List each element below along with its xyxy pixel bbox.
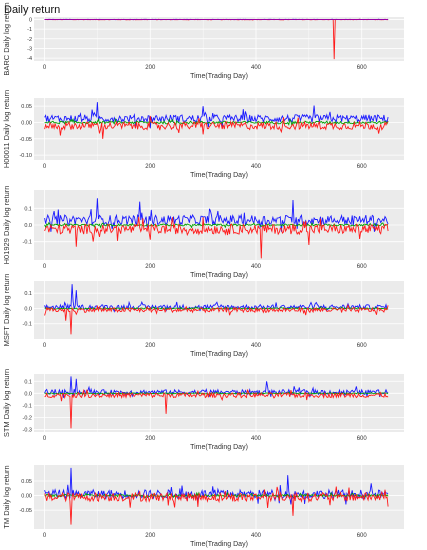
y-tick-label: 0.0 — [24, 391, 32, 397]
x-tick-label: 0 — [43, 164, 47, 170]
panel-background — [34, 465, 404, 529]
x-tick-label: 0 — [43, 436, 47, 442]
x-tick-label: 0 — [43, 343, 47, 349]
y-tick-label: 0.00 — [21, 494, 32, 500]
chart-panel-h00011: 0 200 400 600 0.05 0.00 -0.05 -0.10 Time(Trading… — [2, 90, 415, 179]
series-line-red — [44, 216, 389, 259]
y-tick-label: -0.2 — [23, 416, 32, 422]
x-axis-title: Time(Trading Day) — [190, 172, 248, 179]
series-line-green — [44, 221, 389, 229]
series-line-blue — [44, 198, 389, 232]
y-tick-label: 0 — [29, 17, 32, 23]
y-tick-label: -3 — [27, 46, 32, 52]
y-tick-label: -0.1 — [23, 240, 32, 246]
figure-title: Daily return — [4, 4, 61, 16]
chart-panel-barc: 0 200 400 600 0 -1 -2 -3 -4 Time(Trading Day) BARC… — [2, 2, 415, 80]
x-tick-label: 0 — [43, 264, 47, 270]
y-tick-label: 0.1 — [24, 291, 32, 297]
series-line-red — [44, 303, 389, 335]
y-axis-title: H01929 Daily log return — [2, 186, 11, 265]
y-axis-title: MSFT Daily log return — [2, 274, 11, 347]
x-axis-title: Time(Trading Day) — [190, 541, 248, 548]
x-tick-label: 400 — [251, 65, 262, 71]
x-tick-label: 200 — [145, 533, 156, 539]
y-tick-label: 0.0 — [24, 306, 32, 312]
x-tick-label: 0 — [43, 533, 47, 539]
x-tick-label: 600 — [357, 533, 368, 539]
series-line-red — [44, 486, 389, 525]
y-tick-label: 0.1 — [24, 379, 32, 385]
y-tick-label: 0.1 — [24, 206, 32, 212]
x-axis-title: Time(Trading Day) — [190, 351, 248, 358]
x-tick-label: 0 — [43, 65, 47, 71]
x-tick-label: 400 — [251, 436, 262, 442]
chart-panel-h01929: 0 200 400 600 0.1 0.0 -0.1 Time(Trading Day) H01… — [2, 186, 415, 279]
panel-background — [34, 374, 404, 432]
y-tick-label: -0.1 — [23, 322, 32, 328]
chart-panel-msft: 0 200 400 600 0.1 0.0 -0.1 Time(Trading Day) MSF… — [2, 274, 415, 358]
y-tick-label: -0.05 — [19, 508, 32, 514]
x-tick-label: 600 — [357, 264, 368, 270]
x-tick-label: 400 — [251, 343, 262, 349]
series-line-red — [44, 115, 389, 139]
y-tick-label: -1 — [27, 27, 32, 33]
series-line-green — [44, 491, 389, 500]
y-tick-label: 0.05 — [21, 479, 32, 485]
y-tick-label: 0.0 — [24, 223, 32, 229]
chart-panel-tm: 0 200 400 600 0.05 0.00 -0.05 Time(Trading Day)… — [2, 465, 415, 548]
y-tick-label: 0.00 — [21, 120, 32, 126]
y-tick-label: 0.05 — [21, 104, 32, 110]
x-axis-title: Time(Trading Day) — [190, 444, 248, 451]
y-tick-label: -0.05 — [19, 137, 32, 143]
x-tick-label: 400 — [251, 533, 262, 539]
x-tick-label: 400 — [251, 164, 262, 170]
series-line-green — [44, 391, 389, 396]
x-tick-label: 200 — [145, 164, 156, 170]
x-tick-label: 200 — [145, 436, 156, 442]
x-axis-title: Time(Trading Day) — [190, 272, 248, 279]
y-axis-title: STM Daily log return — [2, 369, 11, 437]
x-tick-label: 200 — [145, 264, 156, 270]
x-axis-title: Time(Trading Day) — [190, 73, 248, 80]
x-tick-label: 600 — [357, 343, 368, 349]
x-tick-label: 600 — [357, 164, 368, 170]
y-axis-title: TM Daily log return — [2, 465, 11, 528]
series-line-blue — [44, 376, 389, 398]
series-line-red — [44, 388, 389, 429]
x-tick-label: 600 — [357, 65, 368, 71]
x-tick-label: 400 — [251, 264, 262, 270]
y-tick-label: -2 — [27, 37, 32, 43]
y-tick-label: -4 — [27, 56, 32, 62]
y-tick-label: -0.3 — [23, 428, 32, 434]
series-line-blue — [44, 102, 389, 129]
y-tick-label: -0.10 — [19, 153, 32, 159]
series-line-blue — [44, 284, 389, 313]
x-tick-label: 200 — [145, 65, 156, 71]
x-tick-label: 200 — [145, 343, 156, 349]
chart-panel-stm: 0 200 400 600 0.1 0.0 -0.1 -0.2 -0.3 Time(Trading… — [2, 369, 415, 451]
x-tick-label: 600 — [357, 436, 368, 442]
y-axis-title: BARC Daily log return — [2, 2, 11, 75]
y-axis-title: H00011 Daily log return — [2, 90, 11, 168]
y-tick-label: -0.1 — [23, 403, 32, 409]
